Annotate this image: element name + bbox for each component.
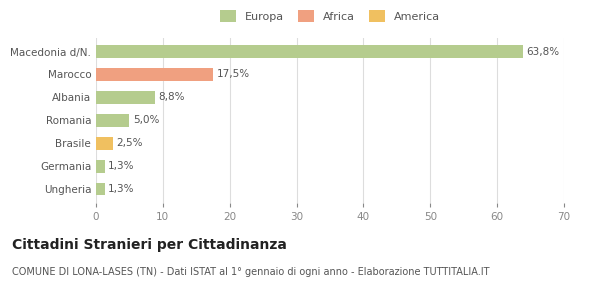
Legend: Europa, Africa, America: Europa, Africa, America <box>217 8 443 24</box>
Text: 17,5%: 17,5% <box>217 70 250 79</box>
Text: 1,3%: 1,3% <box>108 184 134 194</box>
Text: 2,5%: 2,5% <box>116 138 143 148</box>
Text: 5,0%: 5,0% <box>133 115 159 125</box>
Bar <box>96 45 523 58</box>
Bar <box>96 114 130 127</box>
Bar <box>96 137 113 150</box>
Bar <box>96 183 104 195</box>
Text: 8,8%: 8,8% <box>158 93 185 102</box>
Bar <box>96 91 155 104</box>
Bar <box>96 68 213 81</box>
Bar <box>96 160 104 173</box>
Text: Cittadini Stranieri per Cittadinanza: Cittadini Stranieri per Cittadinanza <box>12 238 287 252</box>
Text: 1,3%: 1,3% <box>108 161 134 171</box>
Text: COMUNE DI LONA-LASES (TN) - Dati ISTAT al 1° gennaio di ogni anno - Elaborazione: COMUNE DI LONA-LASES (TN) - Dati ISTAT a… <box>12 267 490 277</box>
Text: 63,8%: 63,8% <box>526 46 559 57</box>
